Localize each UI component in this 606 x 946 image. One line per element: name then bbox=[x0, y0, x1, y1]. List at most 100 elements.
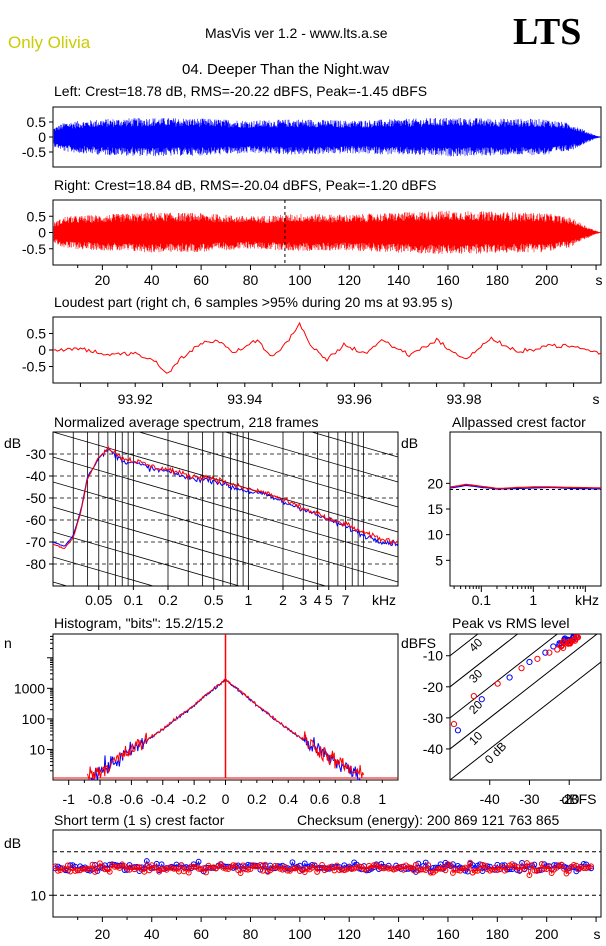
right-waveform-title: Right: Crest=18.84 dB, RMS=-20.04 dBFS, … bbox=[54, 177, 436, 193]
spectrum-xtick-label: 0.5 bbox=[204, 592, 224, 608]
stc-point-right bbox=[588, 863, 595, 870]
loudest-title: Loudest part (right ch, 6 samples >95% d… bbox=[54, 294, 453, 310]
stc-point-right bbox=[511, 864, 518, 871]
stc-point-right bbox=[570, 862, 577, 868]
spectrum-xtick-label: 1 bbox=[244, 592, 252, 608]
stc-ylabel: dB bbox=[4, 835, 21, 851]
stc-xtick-label: 140 bbox=[387, 926, 411, 942]
right-waveform-ytick-label: 0 bbox=[38, 225, 46, 241]
stc-point-right bbox=[422, 867, 429, 873]
right-waveform-xtick-label: 140 bbox=[387, 272, 411, 288]
stc-point-right bbox=[232, 862, 239, 869]
stc-point-right bbox=[556, 862, 562, 869]
stc-point-right bbox=[333, 862, 340, 869]
stc-point-right bbox=[371, 862, 377, 868]
stc-point-right bbox=[141, 868, 148, 875]
spectrum-slope-line bbox=[53, 506, 327, 586]
stc-point-right bbox=[526, 872, 533, 879]
stc-point-right bbox=[183, 865, 190, 872]
spectrum-slope-line bbox=[53, 556, 155, 586]
spectrum-ytick-label: -50 bbox=[26, 490, 46, 506]
stc-xunit: s bbox=[594, 926, 601, 942]
right-waveform-xtick-label: 200 bbox=[535, 272, 559, 288]
pvr-diagonal bbox=[450, 661, 601, 780]
stc-point-right bbox=[230, 862, 237, 868]
stc-point-right bbox=[311, 862, 318, 869]
stc-point-right bbox=[101, 866, 108, 873]
stc-point-right bbox=[585, 863, 592, 870]
stc-point-right bbox=[55, 867, 61, 874]
loudest-xtick-label: 93.96 bbox=[337, 391, 372, 407]
pvr-ylabel: dBFS bbox=[401, 635, 436, 651]
stc-point-right bbox=[566, 868, 572, 874]
loudest-xtick-label: 93.92 bbox=[118, 391, 153, 407]
stc-point-right bbox=[245, 866, 251, 873]
stc-point-right bbox=[190, 864, 197, 870]
spectrum-slope-line bbox=[310, 432, 398, 458]
stc-point-right bbox=[284, 867, 291, 874]
stc-point-right bbox=[203, 869, 209, 876]
left-waveform-ytick-label: 0.5 bbox=[27, 114, 47, 130]
crest-xtick-label: 1 bbox=[529, 592, 537, 608]
pvr-diagonal bbox=[450, 634, 598, 750]
stc-point-right bbox=[464, 865, 471, 872]
stc-xtick-label: 180 bbox=[486, 926, 510, 942]
hist-xtick-label: -0.6 bbox=[119, 791, 143, 807]
stc-point-right bbox=[106, 868, 113, 875]
hist-xtick-label: -0.8 bbox=[88, 791, 112, 807]
pvr-diagonal-label: 10 bbox=[466, 728, 486, 748]
stc-point-right bbox=[472, 867, 479, 874]
pvr-point-right bbox=[518, 665, 525, 672]
spectrum-title: Normalized average spectrum, 218 frames bbox=[54, 414, 319, 430]
hist-xtick-label: -0.2 bbox=[182, 791, 206, 807]
hist-xtick-label: 1 bbox=[378, 791, 386, 807]
stc-point-right bbox=[561, 865, 567, 872]
pvr-diagonal-label: 30 bbox=[466, 666, 486, 686]
stc-point-right bbox=[240, 862, 246, 869]
stc-point-right bbox=[546, 863, 553, 870]
pvr-xtick-label: -30 bbox=[519, 791, 539, 807]
hist-ytick-label: 1000 bbox=[14, 680, 45, 696]
loudest-frame bbox=[52, 316, 602, 384]
stc-point-right bbox=[74, 867, 81, 874]
stc-point-right bbox=[87, 866, 93, 873]
stc-point-right bbox=[538, 860, 545, 867]
stc-point-right bbox=[462, 864, 469, 871]
pvr-frame bbox=[449, 633, 602, 781]
right-waveform-xtick-label: 40 bbox=[144, 272, 160, 288]
spectrum-slope-line bbox=[224, 432, 398, 483]
stc-point-right bbox=[89, 861, 96, 868]
pvr-point-left bbox=[550, 643, 557, 650]
stc-point-right bbox=[277, 865, 283, 872]
artist-name: Only Olivia bbox=[8, 33, 91, 52]
pvr-diagonal bbox=[450, 634, 559, 719]
stc-xtick-label: 80 bbox=[243, 926, 259, 942]
stc-point-right bbox=[64, 862, 71, 869]
hist-xtick-label: 0 bbox=[222, 791, 230, 807]
stc-point-right bbox=[361, 866, 367, 873]
pvr-point-right bbox=[554, 646, 561, 653]
stc-point-right bbox=[524, 860, 530, 866]
spectrum-xtick-label: 4 bbox=[314, 592, 322, 608]
right-waveform-ytick-label: -0.5 bbox=[22, 241, 46, 257]
stc-point-right bbox=[420, 866, 427, 873]
crest-ytick-label: 10 bbox=[427, 527, 443, 543]
hist-ytick-label: 10 bbox=[29, 741, 45, 757]
pvr-xtick-label: -40 bbox=[480, 791, 500, 807]
pvr-ytick-label: -30 bbox=[423, 710, 443, 726]
spectrum-xtick-label: 3 bbox=[299, 592, 307, 608]
hist-xtick-label: 0.8 bbox=[341, 791, 361, 807]
spectrum-xtick-label: 0.05 bbox=[85, 592, 112, 608]
loudest-ytick-label: -0.5 bbox=[22, 359, 46, 375]
stc-point-left bbox=[289, 859, 296, 866]
pvr-point-right bbox=[534, 655, 541, 662]
pvr-ytick-label: -10 bbox=[423, 648, 443, 664]
hist-xtick-label: -1 bbox=[62, 791, 75, 807]
stc-xtick-label: 200 bbox=[535, 926, 559, 942]
stc-point-left bbox=[195, 858, 202, 865]
stc-point-right bbox=[319, 862, 325, 868]
spectrum-xtick-label: 2 bbox=[279, 592, 287, 608]
pvr-diagonal-label: 20 bbox=[466, 697, 486, 717]
spectrum-ytick-label: -40 bbox=[26, 468, 46, 484]
right-waveform-ytick-label: 0.5 bbox=[27, 208, 47, 224]
